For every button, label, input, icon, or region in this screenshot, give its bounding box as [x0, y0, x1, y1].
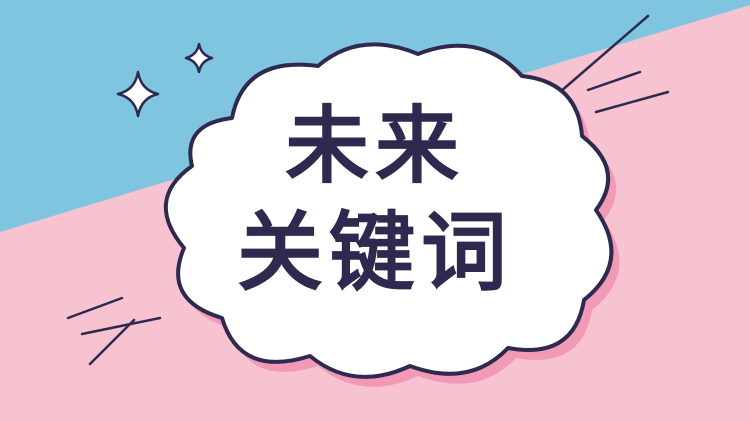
cloud-bubble [163, 42, 614, 379]
speed-line [558, 14, 650, 94]
speed-lines-top-right [558, 14, 670, 114]
speed-lines-bottom-left [66, 296, 162, 366]
speed-line [80, 316, 162, 336]
headline-line-1: 未来 [284, 97, 465, 195]
speed-line [586, 70, 642, 92]
speed-line [88, 318, 136, 366]
speed-line [594, 90, 670, 114]
sparkle-icon [116, 70, 160, 118]
sparkle-icon [184, 42, 214, 74]
speed-line [66, 296, 124, 320]
headline-line-2: 关键词 [237, 203, 513, 303]
